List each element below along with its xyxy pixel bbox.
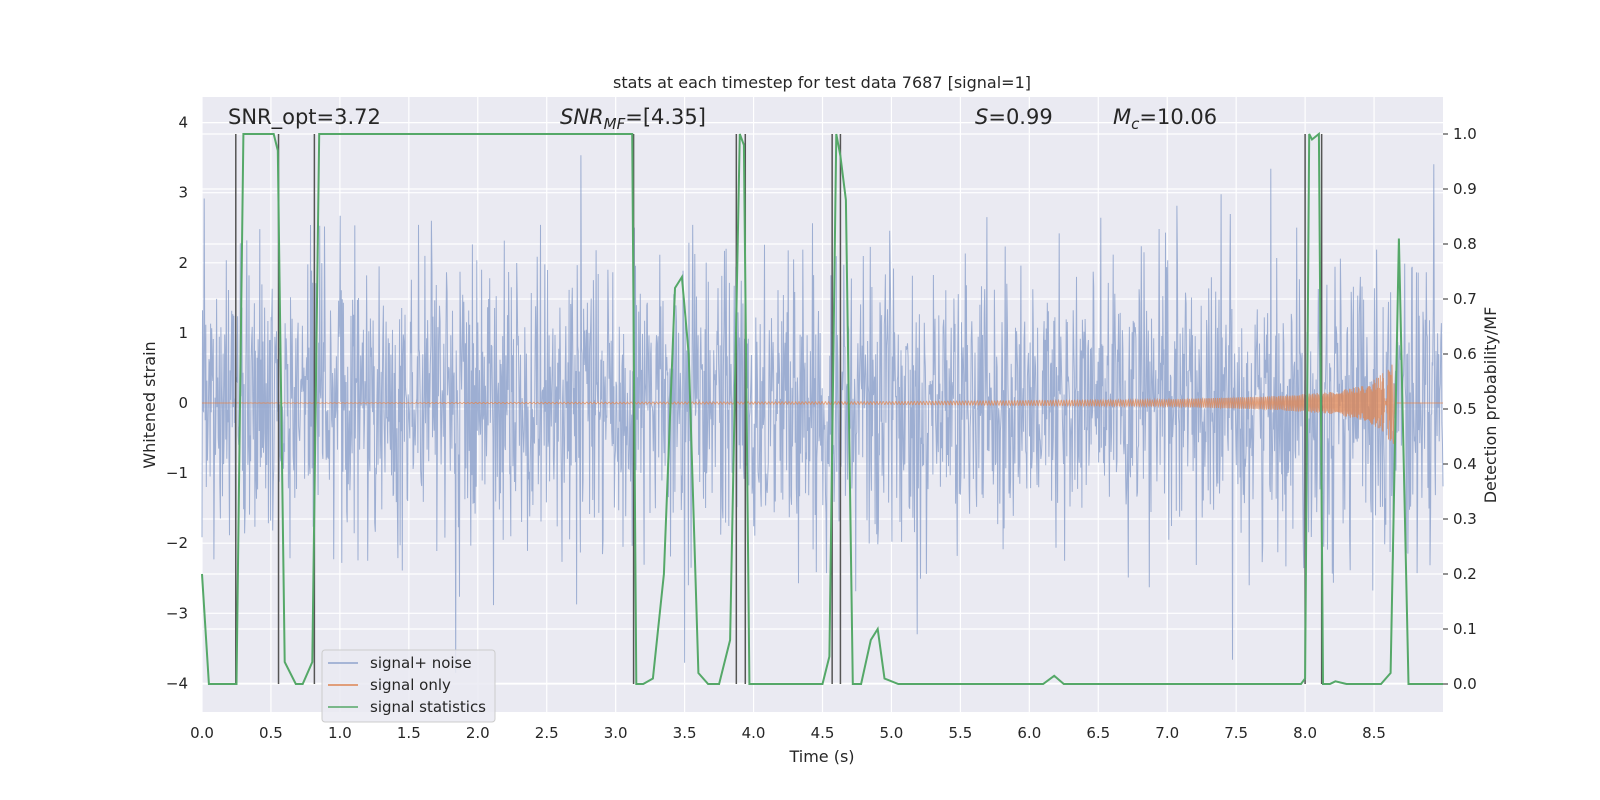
annotation-snr-opt: SNR_opt=3.72 [228,105,381,130]
annotation-snr-mf: SNRMF=[4.35] [560,105,706,133]
y-tick-label: −2 [166,534,188,552]
y-right-tick-label: 0.8 [1453,235,1477,253]
y-axis-label: Whitened strain [140,341,159,468]
legend: signal+ noise signal only signal statist… [321,649,496,723]
y-tick-label: 4 [178,114,188,132]
x-tick-label: 7.5 [1224,724,1248,742]
x-tick-label: 3.5 [673,724,697,742]
chart-title: stats at each timestep for test data 768… [613,73,1031,92]
annotation-mc: Mc=10.06 [1113,105,1217,133]
y-right-tick-label: 0.4 [1453,455,1477,473]
y-tick-label: −4 [166,674,188,692]
y-right-tick-labels: 1.0 0.9 0.8 0.7 0.6 0.5 0.4 0.3 0.2 0.1 0.0 [1443,125,1477,693]
annotation-snr-mf-subscript: MF [604,115,626,133]
x-tick-label: 1.0 [328,724,352,742]
x-tick-label: 6.5 [1086,724,1110,742]
x-tick-labels: 0.0 0.5 1.0 1.5 2.0 2.5 3.0 3.5 4.0 4.5 5.0 5.5 6.0 6… [190,724,1386,742]
y-tick-label: 3 [178,184,188,202]
y-tick-label: 1 [178,324,188,342]
y-tick-label: −3 [166,604,188,622]
y-tick-label: −1 [166,464,188,482]
legend-label-signal: signal only [370,676,451,694]
y-right-tick-label: 0.7 [1453,290,1477,308]
annotation-s-symbol: S [975,105,988,129]
x-tick-label: 0.5 [259,724,283,742]
x-tick-label: 6.0 [1017,724,1041,742]
y-tick-label: 2 [178,254,188,272]
x-tick-label: 2.0 [466,724,490,742]
x-tick-label: 5.0 [880,724,904,742]
y-right-tick-label: 0.6 [1453,345,1477,363]
x-tick-label: 0.0 [190,724,214,742]
y-right-tick-label: 0.1 [1453,620,1477,638]
statistics-series [201,131,1443,685]
legend-label-noise: signal+ noise [370,654,472,672]
y-right-tick-label: 0.5 [1453,400,1477,418]
noise-series [201,155,1444,673]
x-tick-label: 5.5 [948,724,972,742]
y-tick-labels: 4 3 2 1 0 −1 −2 −3 −4 [166,114,188,693]
x-tick-label: 3.0 [604,724,628,742]
noise-trace [201,155,1444,673]
annotation-mc-subscript: c [1131,115,1140,133]
annotation-s-value: =0.99 [988,105,1052,129]
signal-trace [202,364,1443,444]
y-tick-label: 0 [178,394,188,412]
y-right-tick-label: 0.0 [1453,675,1477,693]
x-axis-label: Time (s) [788,747,854,766]
y-right-tick-label: 0.3 [1453,510,1477,528]
x-tick-label: 8.5 [1362,724,1386,742]
y-right-tick-label: 1.0 [1453,125,1477,143]
legend-label-statistics: signal statistics [370,698,486,716]
annotation-snr-mf-symbol: SNR [560,105,604,129]
annotation-snr-mf-value: =[4.35] [625,105,706,129]
x-tick-label: 2.5 [535,724,559,742]
statistics-trace [201,131,1443,685]
x-tick-label: 1.5 [397,724,421,742]
signal-only-series [202,364,1443,444]
y-right-tick-label: 0.2 [1453,565,1477,583]
x-tick-label: 4.0 [742,724,766,742]
y-right-tick-label: 0.9 [1453,180,1477,198]
annotation-mc-symbol: M [1113,105,1131,129]
annotation-mc-value: =10.06 [1139,105,1217,129]
x-tick-label: 4.5 [811,724,835,742]
x-tick-label: 8.0 [1293,724,1317,742]
x-tick-label: 7.0 [1155,724,1179,742]
legend-box [321,649,496,723]
y-right-axis-label: Detection probability/MF [1481,307,1500,504]
annotation-s: S=0.99 [975,105,1053,129]
